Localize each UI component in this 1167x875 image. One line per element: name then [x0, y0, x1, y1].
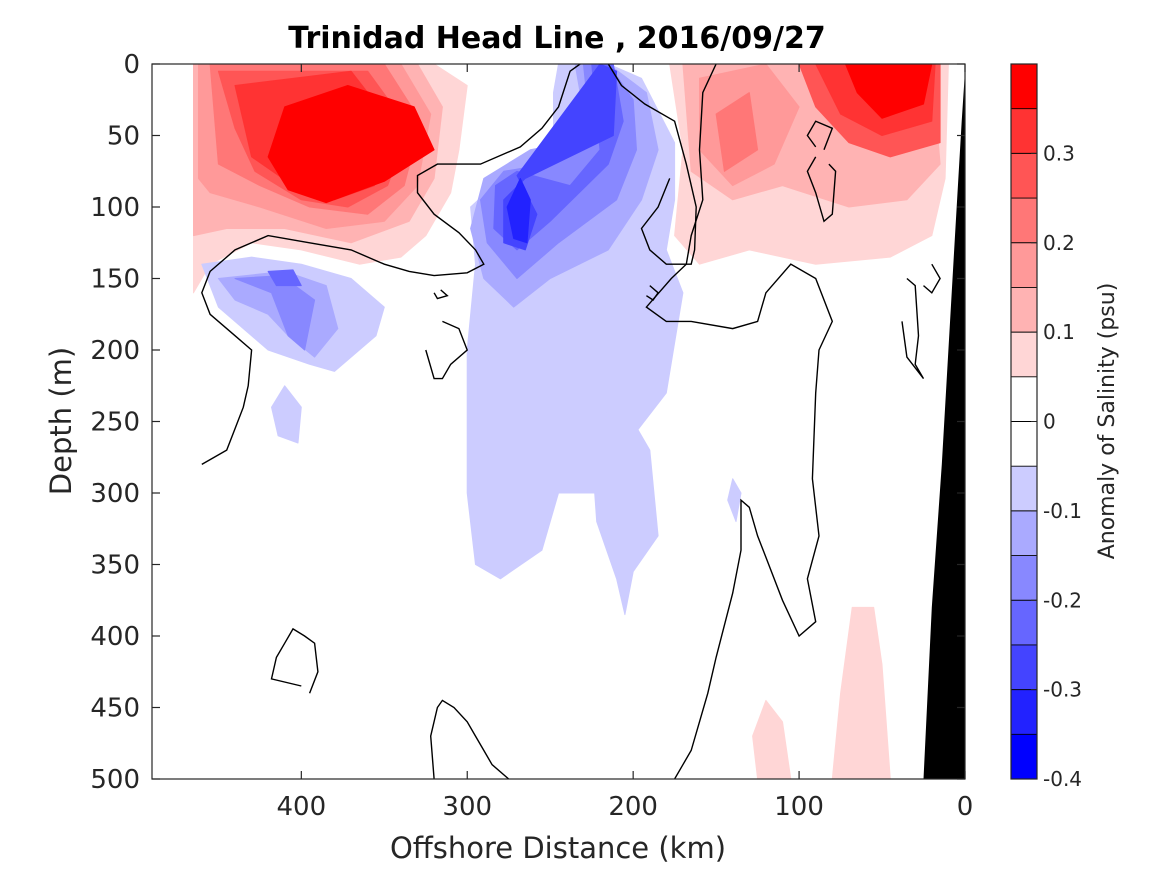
y-tick-label: 200: [90, 336, 140, 366]
anomaly-region-neg-small-410: [271, 385, 302, 444]
y-tick-label: 500: [90, 765, 140, 795]
anomaly-region-neg-deep-200: [591, 406, 659, 616]
anomaly-region-pos-offshore-core: [267, 85, 435, 204]
colorbar-label: Anomaly of Salinity (psu): [1095, 283, 1120, 560]
x-tick-label: 0: [957, 792, 974, 822]
colorbar-segment: [1011, 198, 1037, 243]
anomaly-fields: [193, 64, 949, 779]
anomaly-region-pos-nearshore-core: [845, 64, 933, 119]
y-tick-label: 450: [90, 694, 140, 724]
y-tick-label: 300: [90, 479, 140, 509]
y-tick-label: 100: [90, 193, 140, 223]
x-tick-label: 100: [774, 792, 824, 822]
colorbar-segment: [1011, 153, 1037, 199]
y-axis-ticks: 0 50 100 150 200 250 300 350 400 450 500: [90, 50, 965, 795]
zero-contour-small-78: [806, 156, 837, 223]
colorbar-tick-label: -0.3: [1043, 678, 1082, 702]
colorbar-tick-label: 0: [1043, 410, 1056, 434]
colorbar-segment: [1011, 689, 1037, 735]
colorbar-segment: [1011, 421, 1037, 467]
chart-title: Trinidad Head Line , 2016/09/27: [288, 21, 825, 56]
zero-contour-offshore: [201, 64, 581, 466]
anomaly-region-pos-deep-120: [752, 699, 792, 779]
y-tick-label: 0: [123, 50, 140, 80]
colorbar-segment: [1011, 108, 1037, 154]
colorbar-segment: [1011, 332, 1037, 377]
colorbar-tick-label: 0.1: [1043, 320, 1075, 344]
x-axis-label: Offshore Distance (km): [390, 831, 726, 865]
zero-contour-deep-310: [429, 699, 510, 779]
colorbar-tick-label: 0.3: [1043, 141, 1075, 165]
zero-contour-mid-left: [607, 64, 697, 265]
x-tick-label: 400: [277, 792, 327, 822]
zero-contours: [201, 64, 941, 779]
plot-area: [152, 64, 965, 779]
zero-contour-nearshore-edge: [645, 64, 834, 779]
zero-contour-small-305: [425, 320, 469, 380]
anomaly-region-pos-deep-70: [831, 606, 891, 779]
zero-contour-deep-390: [270, 627, 319, 694]
x-axis-ticks: 400 300 200 100 0: [277, 64, 974, 822]
y-axis-label: Depth (m): [44, 347, 78, 495]
anomaly-region-neg-deep-140: [727, 478, 742, 523]
y-tick-label: 50: [107, 122, 140, 152]
bathymetry: [923, 71, 965, 779]
colorbar-tick-label: -0.2: [1043, 588, 1082, 612]
y-tick-label: 250: [90, 408, 140, 438]
colorbar-segment: [1011, 64, 1037, 109]
y-tick-label: 400: [90, 622, 140, 652]
zero-contour-small-85: [806, 120, 834, 151]
zero-contour-small-25: [923, 263, 941, 294]
colorbar-segment: [1011, 376, 1037, 422]
anomaly-region-neg-offshore-core: [267, 269, 302, 287]
anomaly-region-pos-nearshore-l4: [715, 92, 759, 172]
zero-contour-small-195: [646, 285, 660, 301]
x-tick-label: 300: [442, 792, 492, 822]
colorbar-segment: [1011, 242, 1037, 288]
colorbar-segment: [1011, 644, 1037, 690]
zero-contour-small-35: [901, 277, 925, 380]
colorbar-segment: [1011, 734, 1037, 779]
x-tick-label: 200: [608, 792, 658, 822]
seafloor-bathymetry: [923, 71, 965, 779]
anomaly-region-neg-core-center: [506, 177, 531, 244]
colorbar-segment: [1011, 510, 1037, 556]
colorbar-tick-label: -0.4: [1043, 767, 1082, 791]
colorbar-tick-label: -0.1: [1043, 499, 1082, 523]
y-tick-label: 350: [90, 551, 140, 581]
zero-contour-small-315: [433, 289, 449, 300]
y-tick-label: 150: [90, 265, 140, 295]
colorbar: -0.4 -0.3 -0.2 -0.1 0 0.1 0.2 0.3: [1010, 63, 1082, 791]
colorbar-tick-label: 0.2: [1043, 231, 1075, 255]
colorbar-segment: [1011, 555, 1037, 601]
colorbar-segment: [1011, 600, 1037, 645]
colorbar-segment: [1011, 466, 1037, 511]
colorbar-segment: [1011, 287, 1037, 333]
